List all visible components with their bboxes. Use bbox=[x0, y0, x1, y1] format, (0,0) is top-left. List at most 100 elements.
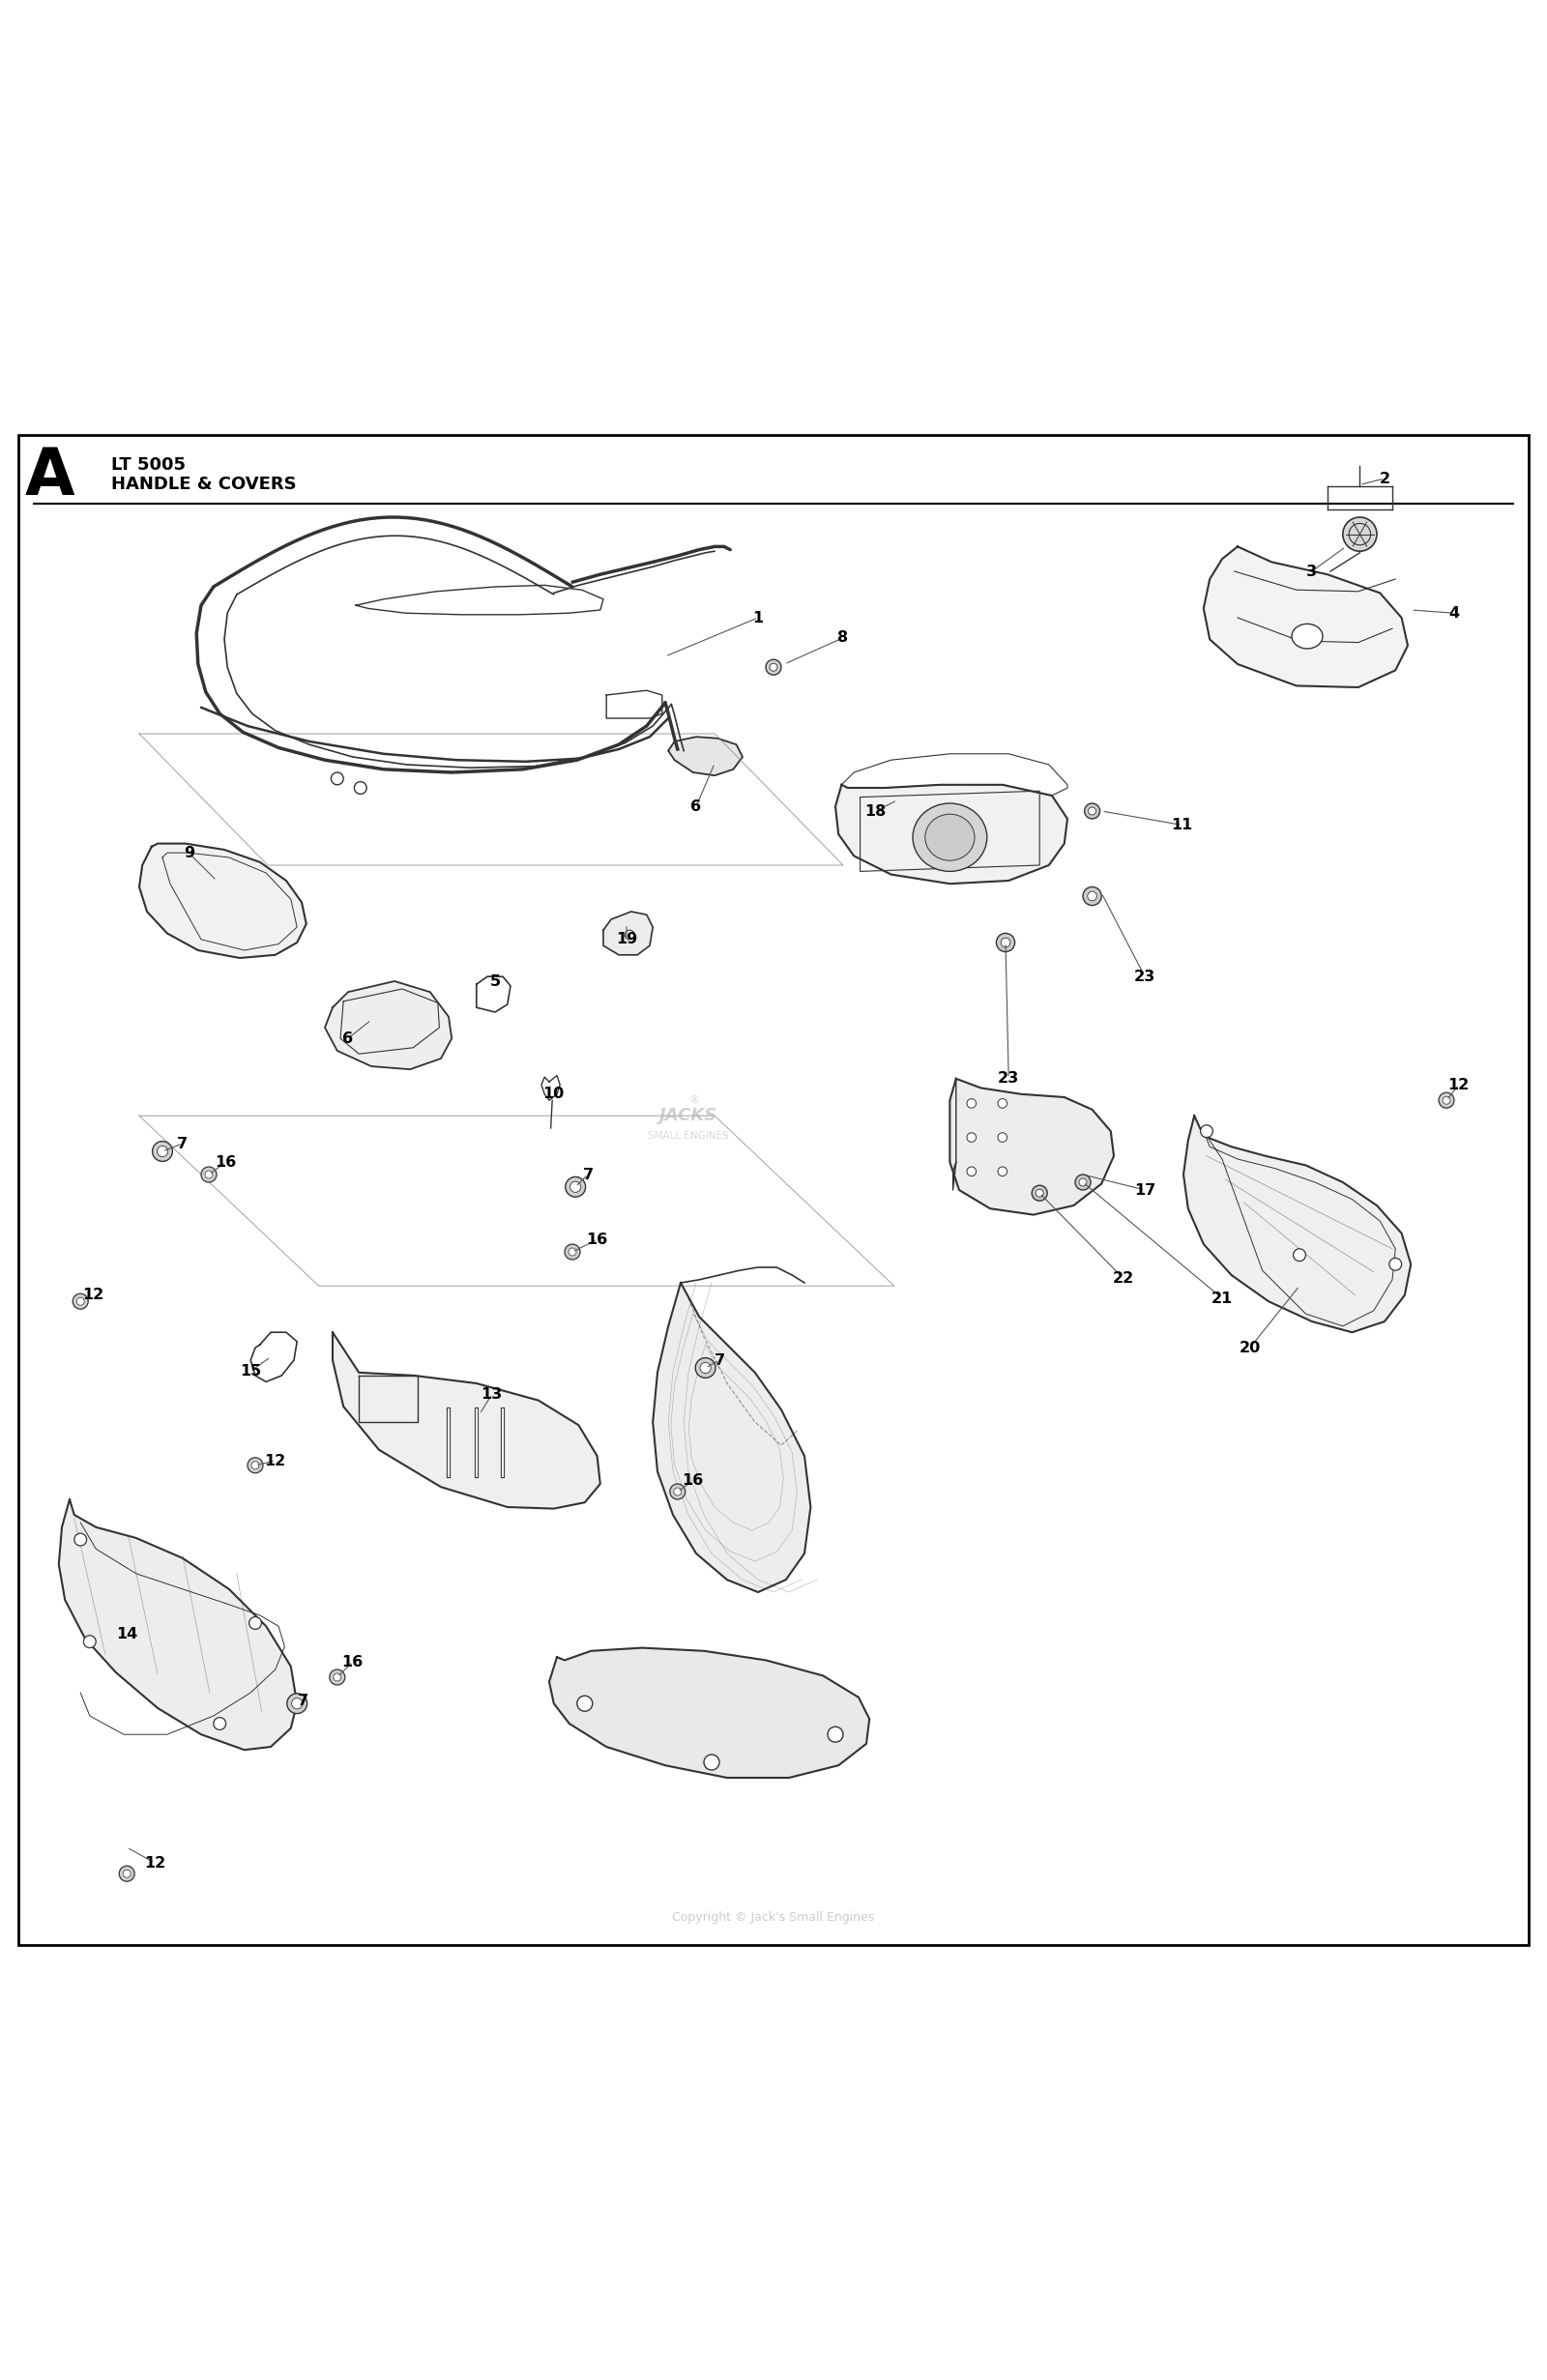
Ellipse shape bbox=[124, 1871, 130, 1878]
Ellipse shape bbox=[1343, 516, 1377, 552]
Ellipse shape bbox=[569, 1180, 582, 1192]
Ellipse shape bbox=[1293, 1250, 1306, 1261]
Text: 14: 14 bbox=[116, 1626, 138, 1642]
Text: 6: 6 bbox=[692, 800, 701, 814]
Ellipse shape bbox=[569, 1247, 575, 1257]
Ellipse shape bbox=[1088, 807, 1095, 814]
Ellipse shape bbox=[996, 933, 1015, 952]
Text: LT 5005: LT 5005 bbox=[111, 457, 186, 474]
Ellipse shape bbox=[565, 1245, 580, 1259]
Polygon shape bbox=[950, 1078, 1114, 1214]
Ellipse shape bbox=[330, 1668, 345, 1685]
Ellipse shape bbox=[73, 1295, 88, 1309]
Ellipse shape bbox=[967, 1133, 976, 1142]
Ellipse shape bbox=[1036, 1190, 1043, 1197]
Ellipse shape bbox=[913, 804, 987, 871]
Text: 9: 9 bbox=[184, 845, 193, 859]
Text: 2: 2 bbox=[1380, 471, 1389, 486]
Text: Copyright © Jack's Small Engines: Copyright © Jack's Small Engines bbox=[673, 1911, 874, 1923]
Polygon shape bbox=[603, 912, 653, 954]
Text: 12: 12 bbox=[82, 1288, 104, 1302]
Ellipse shape bbox=[286, 1695, 306, 1714]
Text: 13: 13 bbox=[481, 1388, 503, 1402]
Ellipse shape bbox=[1075, 1176, 1091, 1190]
Ellipse shape bbox=[828, 1728, 843, 1742]
Ellipse shape bbox=[1080, 1178, 1086, 1185]
Ellipse shape bbox=[76, 1297, 84, 1304]
Polygon shape bbox=[325, 981, 452, 1069]
Text: ®: ® bbox=[688, 1095, 699, 1104]
Ellipse shape bbox=[119, 1866, 135, 1880]
Text: 16: 16 bbox=[215, 1154, 237, 1169]
Text: 16: 16 bbox=[342, 1654, 364, 1668]
Ellipse shape bbox=[674, 1488, 681, 1495]
Polygon shape bbox=[1183, 1116, 1411, 1333]
Text: 19: 19 bbox=[616, 933, 637, 947]
Text: 15: 15 bbox=[240, 1364, 261, 1378]
Ellipse shape bbox=[699, 1361, 712, 1373]
Ellipse shape bbox=[1292, 624, 1323, 650]
Ellipse shape bbox=[213, 1718, 226, 1730]
Polygon shape bbox=[549, 1647, 869, 1778]
Ellipse shape bbox=[696, 1359, 715, 1378]
Text: 20: 20 bbox=[1239, 1340, 1261, 1354]
Ellipse shape bbox=[249, 1616, 261, 1630]
Ellipse shape bbox=[967, 1100, 976, 1109]
Ellipse shape bbox=[577, 1697, 593, 1711]
Polygon shape bbox=[139, 843, 306, 959]
Text: 16: 16 bbox=[586, 1233, 608, 1247]
Ellipse shape bbox=[158, 1145, 169, 1157]
Ellipse shape bbox=[1389, 1259, 1402, 1271]
Text: 17: 17 bbox=[1134, 1183, 1156, 1197]
Text: 5: 5 bbox=[490, 973, 500, 988]
Polygon shape bbox=[835, 785, 1067, 883]
Ellipse shape bbox=[1439, 1092, 1454, 1109]
Text: 8: 8 bbox=[838, 631, 848, 645]
Text: 6: 6 bbox=[343, 1031, 353, 1045]
Text: 12: 12 bbox=[1448, 1078, 1470, 1092]
Text: 7: 7 bbox=[178, 1135, 187, 1152]
Polygon shape bbox=[653, 1283, 811, 1592]
Ellipse shape bbox=[1032, 1185, 1047, 1202]
Ellipse shape bbox=[354, 781, 367, 795]
Ellipse shape bbox=[925, 814, 975, 862]
Text: 12: 12 bbox=[144, 1856, 166, 1871]
Ellipse shape bbox=[998, 1166, 1007, 1176]
Text: 23: 23 bbox=[1134, 969, 1156, 983]
Ellipse shape bbox=[670, 1483, 685, 1499]
Ellipse shape bbox=[204, 1171, 213, 1178]
Text: 23: 23 bbox=[998, 1071, 1019, 1085]
Text: 22: 22 bbox=[1112, 1271, 1134, 1285]
Text: 7: 7 bbox=[299, 1692, 308, 1709]
Ellipse shape bbox=[251, 1461, 260, 1468]
Polygon shape bbox=[59, 1499, 297, 1749]
Polygon shape bbox=[333, 1333, 600, 1509]
Ellipse shape bbox=[1200, 1126, 1213, 1138]
Ellipse shape bbox=[1001, 938, 1010, 947]
Ellipse shape bbox=[566, 1176, 585, 1197]
Ellipse shape bbox=[1083, 888, 1101, 904]
Text: 12: 12 bbox=[265, 1454, 286, 1468]
Ellipse shape bbox=[1084, 804, 1100, 819]
Text: 1: 1 bbox=[753, 609, 763, 626]
Text: HANDLE & COVERS: HANDLE & COVERS bbox=[111, 476, 297, 493]
Ellipse shape bbox=[704, 1754, 719, 1771]
Text: SMALL ENGINES: SMALL ENGINES bbox=[648, 1130, 729, 1140]
Text: JACKS: JACKS bbox=[659, 1107, 718, 1123]
Ellipse shape bbox=[766, 659, 781, 676]
Ellipse shape bbox=[248, 1457, 263, 1473]
Ellipse shape bbox=[152, 1142, 173, 1161]
Ellipse shape bbox=[1442, 1097, 1451, 1104]
Polygon shape bbox=[1204, 547, 1408, 688]
Ellipse shape bbox=[331, 774, 343, 785]
Text: 4: 4 bbox=[1450, 607, 1459, 621]
Ellipse shape bbox=[998, 1100, 1007, 1109]
Ellipse shape bbox=[770, 664, 778, 671]
Text: A: A bbox=[25, 445, 74, 509]
Ellipse shape bbox=[998, 1133, 1007, 1142]
Ellipse shape bbox=[334, 1673, 340, 1680]
Text: 7: 7 bbox=[715, 1352, 724, 1368]
Ellipse shape bbox=[1088, 892, 1097, 900]
Text: 18: 18 bbox=[865, 804, 886, 819]
Ellipse shape bbox=[625, 931, 634, 940]
